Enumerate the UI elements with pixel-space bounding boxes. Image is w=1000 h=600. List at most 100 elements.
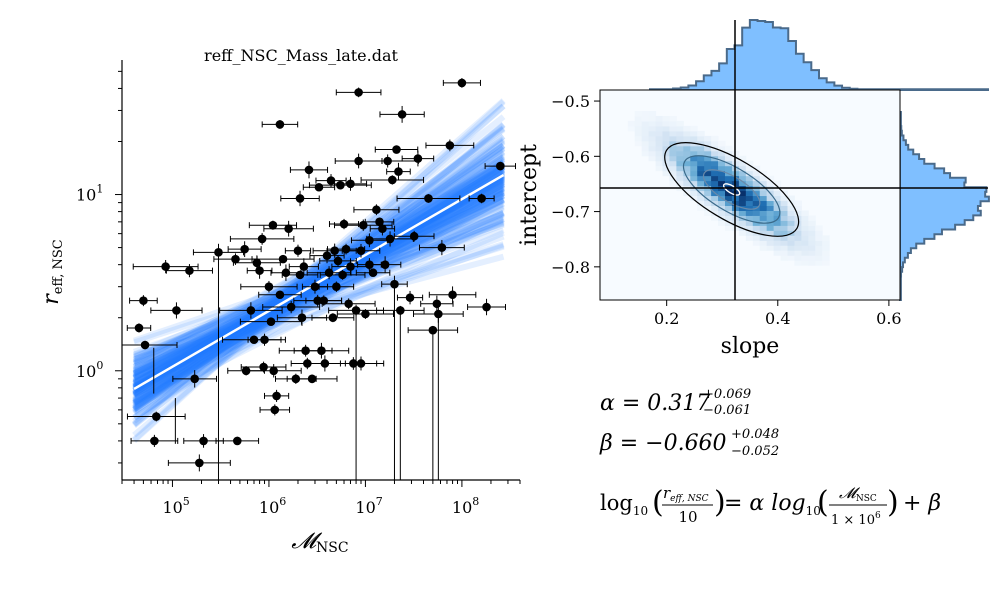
heatmap-cell bbox=[738, 220, 747, 226]
band-sample-line bbox=[132, 98, 506, 427]
heatmap-cell bbox=[711, 215, 719, 221]
data-point bbox=[129, 295, 158, 307]
heatmap-cell bbox=[752, 225, 761, 231]
beta-upper: +0.048 bbox=[731, 427, 779, 442]
heatmap-cell bbox=[745, 215, 754, 221]
heatmap-cell bbox=[711, 175, 719, 182]
heatmap-cell bbox=[704, 145, 712, 152]
point-marker bbox=[328, 313, 338, 323]
point-marker bbox=[336, 180, 345, 190]
heatmap-cell bbox=[690, 155, 698, 162]
heatmap-cell bbox=[766, 180, 775, 187]
heatmap-cell bbox=[683, 130, 691, 137]
heatmap-cell bbox=[822, 255, 830, 261]
heatmap-cell bbox=[634, 111, 643, 117]
heatmap-cell bbox=[697, 160, 705, 167]
point-marker bbox=[383, 156, 392, 166]
heatmap-cell bbox=[711, 170, 719, 177]
heatmap-cell bbox=[683, 150, 691, 157]
data-point bbox=[130, 434, 179, 447]
point-marker bbox=[409, 231, 419, 241]
heatmap-cell bbox=[780, 205, 788, 211]
band-sample-line bbox=[132, 150, 506, 393]
heatmap-cell bbox=[718, 180, 726, 187]
data-point bbox=[150, 302, 203, 319]
scatter-title: reff_NSC_Mass_late.dat bbox=[204, 46, 398, 65]
heatmap-cell bbox=[697, 140, 705, 147]
heatmap-cell bbox=[718, 160, 726, 167]
heatmap-cell bbox=[759, 210, 768, 216]
heatmap-cell bbox=[787, 205, 795, 211]
data-point bbox=[333, 176, 368, 191]
heatmap-cell bbox=[690, 175, 698, 182]
heatmap-cell bbox=[822, 250, 830, 256]
heatmap-cell bbox=[815, 230, 823, 236]
heatmap-cell bbox=[780, 215, 788, 221]
data-point bbox=[247, 333, 282, 346]
heatmap-cell bbox=[822, 240, 830, 246]
band-sample-line bbox=[132, 166, 506, 391]
heatmap-cell bbox=[627, 120, 636, 127]
heatmap-cell bbox=[725, 145, 733, 152]
data-point bbox=[284, 244, 312, 257]
heatmap-cell bbox=[752, 165, 761, 172]
data-point bbox=[319, 255, 357, 267]
data-point bbox=[312, 243, 357, 258]
heatmap-cell bbox=[669, 135, 677, 142]
point-marker bbox=[297, 313, 307, 323]
band-sample-line bbox=[132, 184, 505, 363]
data-point bbox=[355, 268, 391, 278]
data-point bbox=[420, 295, 454, 312]
heatmap-cell bbox=[690, 195, 698, 202]
point-marker bbox=[344, 299, 353, 309]
heatmap-cell bbox=[711, 150, 719, 157]
alpha-lower: −0.061 bbox=[703, 403, 751, 418]
heatmap-cell bbox=[662, 130, 670, 137]
heatmap-cell bbox=[759, 200, 768, 206]
band-sample-line bbox=[132, 145, 506, 415]
heatmap-cell bbox=[752, 175, 761, 182]
heatmap-cell bbox=[697, 150, 705, 157]
heatmap-cell bbox=[801, 250, 809, 256]
heatmap-cell bbox=[794, 260, 802, 266]
data-point bbox=[386, 162, 411, 181]
heatmap-cell bbox=[676, 180, 684, 187]
heatmap-cell bbox=[738, 160, 747, 167]
band-sample-line bbox=[132, 201, 505, 390]
heatmap-cell bbox=[773, 230, 782, 236]
heatmap-cell bbox=[752, 200, 761, 206]
heatmap-cell bbox=[787, 255, 795, 261]
scatter-plot: 105 106 107 108 100 101 reff_NSC_Mass_late.da… bbox=[39, 46, 521, 556]
point-marker bbox=[385, 234, 395, 244]
heatmap-cell bbox=[725, 220, 733, 226]
heatmap-cell bbox=[662, 160, 670, 167]
slope-axis-label: slope bbox=[721, 334, 780, 359]
point-marker bbox=[361, 309, 370, 319]
heatmap-cell bbox=[725, 205, 733, 211]
data-point bbox=[229, 233, 295, 245]
point-marker bbox=[150, 436, 159, 446]
formula-r-numerator: 𝓜NSC bbox=[839, 484, 877, 504]
heatmap-cell bbox=[801, 260, 809, 266]
point-marker bbox=[339, 219, 349, 229]
band-sample-line bbox=[133, 243, 505, 367]
band-sample-line bbox=[132, 179, 505, 381]
heatmap-cell bbox=[787, 215, 795, 221]
heatmap-cell bbox=[808, 230, 816, 236]
data-point bbox=[344, 356, 378, 371]
heatmap-cell bbox=[822, 235, 830, 241]
heatmap-cell bbox=[766, 210, 775, 216]
heatmap-cell bbox=[704, 175, 712, 182]
heatmap-cell bbox=[766, 175, 775, 182]
band-sample-line bbox=[132, 190, 505, 401]
heatmap-cell bbox=[627, 125, 636, 132]
point-marker bbox=[356, 359, 366, 368]
heatmap-cell bbox=[697, 130, 705, 137]
contours bbox=[664, 142, 800, 237]
point-marker bbox=[295, 194, 305, 203]
point-marker bbox=[437, 243, 447, 252]
band-sample-line bbox=[132, 190, 505, 391]
heatmap-ticks: 0.2 0.4 0.6 −0.5 −0.6 −0.7 −0.8 bbox=[551, 92, 901, 328]
heatmap-cell bbox=[662, 135, 670, 142]
point-marker bbox=[378, 224, 387, 233]
